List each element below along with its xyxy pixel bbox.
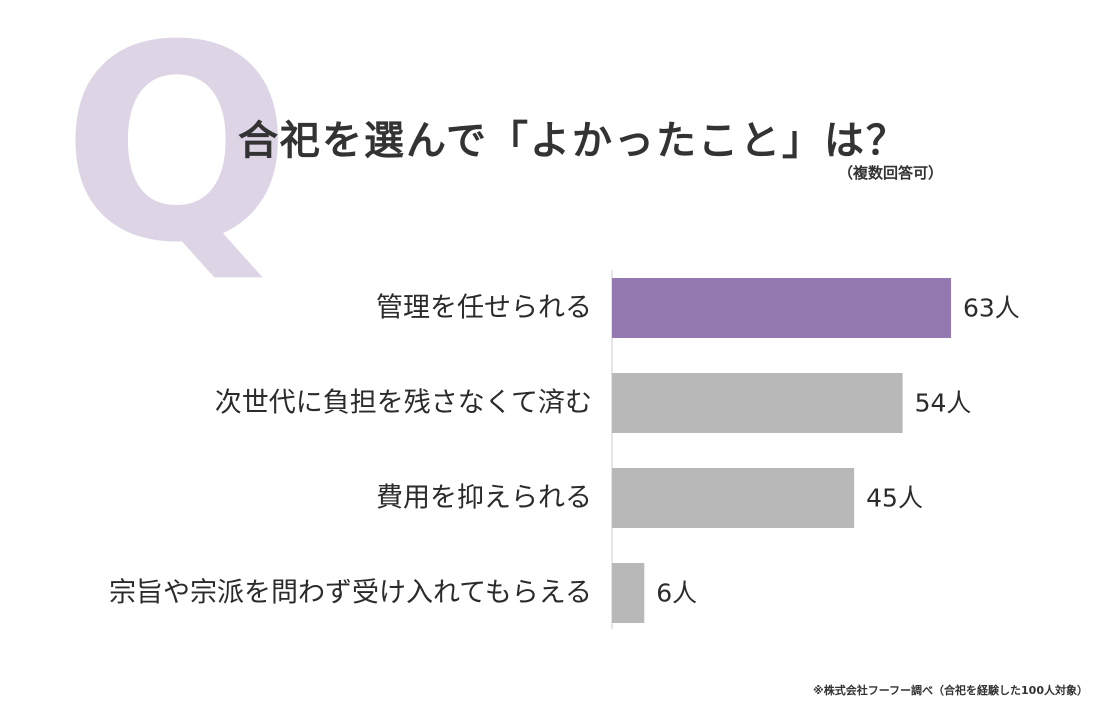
category-label-4: 宗旨や宗派を問わず受け入れてもらえる (109, 578, 592, 609)
bar-2 (612, 373, 903, 433)
value-label-3: 45人 (866, 484, 923, 513)
category-label-3: 費用を抑えられる (376, 483, 592, 514)
value-label-2: 54人 (915, 389, 972, 418)
bar-4 (612, 563, 645, 623)
bar-1 (612, 278, 951, 338)
value-label-1: 63人 (963, 294, 1020, 323)
bar-3 (612, 468, 855, 528)
source-footnote: ※株式会社フーフー調べ（合祀を経験した100人対象） (813, 684, 1088, 697)
value-label-4: 6人 (656, 579, 697, 608)
chart-title: 合祀を選んで「よかったこと」は？ (238, 118, 908, 164)
category-label-1: 管理を任せられる (376, 293, 592, 324)
category-label-2: 次世代に負担を残さなくて済む (215, 388, 592, 419)
q-mark-graphic: Q (62, 0, 292, 302)
chart-subtitle: （複数回答可） (838, 164, 944, 182)
